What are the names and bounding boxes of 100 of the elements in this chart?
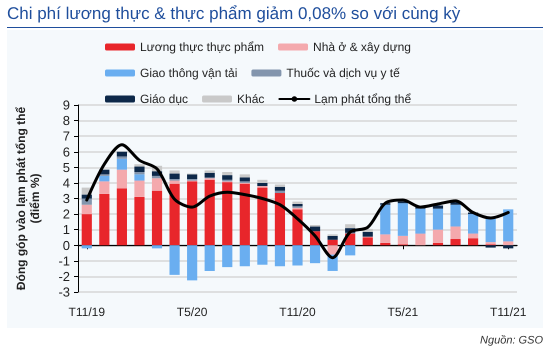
y-tick-label: 5	[62, 160, 70, 175]
bar	[152, 245, 162, 248]
bar	[468, 214, 478, 234]
bar	[222, 175, 232, 180]
bar	[240, 184, 250, 246]
bar	[468, 238, 478, 246]
y-tick-label: 0	[62, 238, 70, 253]
bar	[468, 234, 478, 238]
bar	[134, 180, 145, 197]
y-tick-label: 4	[62, 175, 70, 190]
bar	[116, 170, 127, 188]
bar	[450, 226, 461, 240]
legend-label: Giáo dục	[140, 92, 188, 106]
bar	[274, 245, 286, 266]
bar	[99, 181, 110, 194]
text: Nguồn: GSO	[480, 334, 544, 346]
legend-label: Lương thực thực phẩm	[140, 40, 264, 54]
y-tick-label: -2	[58, 268, 70, 284]
bar	[486, 218, 496, 242]
x-tick-label: T5/21	[388, 305, 419, 319]
y-tick-label: 2	[62, 206, 70, 222]
bar	[292, 245, 303, 266]
bar	[169, 245, 180, 275]
bar	[503, 209, 514, 242]
bar	[362, 237, 373, 246]
legend-label: Khác	[237, 92, 264, 106]
bar	[362, 232, 373, 237]
bar	[169, 170, 180, 174]
bar	[116, 156, 127, 159]
bar	[398, 203, 408, 236]
bar	[450, 204, 461, 227]
bar	[292, 204, 303, 206]
y-tick-label: 8	[62, 113, 70, 128]
bar	[240, 177, 250, 182]
bar	[116, 152, 127, 156]
legend-label: Lạm phát tổng thể	[314, 92, 412, 106]
chart-title: Chi phí lương thực & thực phẩm giảm 0,08% so với cùng kỳ	[7, 4, 543, 28]
bar	[99, 176, 110, 182]
bar	[310, 245, 320, 264]
bar	[82, 204, 92, 214]
bar	[328, 240, 338, 246]
bar	[274, 190, 286, 194]
bar	[134, 174, 145, 181]
bar	[169, 184, 180, 246]
bar	[240, 174, 250, 178]
bar	[82, 214, 92, 246]
bar	[257, 245, 268, 265]
bar	[345, 245, 356, 256]
y-tick-label: 9	[62, 98, 70, 112]
bar	[432, 208, 444, 230]
bar	[204, 180, 215, 246]
bar	[169, 174, 180, 180]
y-tick-label: 6	[62, 144, 70, 160]
bar	[450, 239, 461, 246]
bar	[328, 236, 338, 240]
y-tick-label: 7	[62, 128, 70, 144]
x-tick-label: T5/20	[176, 305, 208, 319]
bar	[274, 193, 286, 246]
bar	[116, 188, 127, 246]
bar	[187, 245, 198, 280]
bar	[134, 166, 145, 172]
bar	[152, 178, 162, 191]
x-tick-label: T11/21	[490, 305, 527, 319]
bar	[398, 236, 408, 244]
y-tick-label: -3	[58, 284, 70, 300]
bar	[380, 234, 390, 243]
bar	[257, 182, 268, 186]
x-tick-label: T11/19	[68, 305, 106, 319]
bar	[257, 188, 268, 246]
bar	[274, 184, 286, 187]
bar	[432, 230, 444, 243]
bar	[345, 224, 356, 228]
y-tick-label: 1	[62, 222, 70, 238]
bar	[134, 196, 145, 246]
bar	[99, 194, 110, 246]
y-tick-label: 3	[62, 191, 70, 206]
bar	[503, 245, 514, 248]
x-tick-label: T11/20	[279, 305, 316, 319]
bar	[187, 174, 198, 180]
bar	[222, 245, 232, 268]
y-axis-title: Đóng góp vào lạm phát tổng thể (điểm %)	[14, 106, 42, 290]
bar	[187, 181, 198, 246]
bar	[415, 234, 426, 246]
bar	[204, 245, 215, 271]
y-tick-label: -1	[58, 253, 70, 268]
bar	[415, 208, 426, 234]
bar	[222, 172, 232, 176]
bar	[240, 245, 250, 266]
bar	[380, 242, 390, 246]
bar	[169, 180, 180, 184]
bar	[134, 164, 145, 167]
legend-label: Nhà ở & xây dựng	[313, 40, 411, 54]
bar	[257, 180, 268, 183]
bar	[82, 245, 92, 248]
bar	[503, 241, 514, 246]
bar	[204, 172, 215, 178]
bar	[432, 242, 444, 246]
bar	[116, 158, 127, 170]
legend-label: Thuốc và dịch vụ y tế	[286, 66, 400, 80]
bar	[152, 190, 162, 246]
